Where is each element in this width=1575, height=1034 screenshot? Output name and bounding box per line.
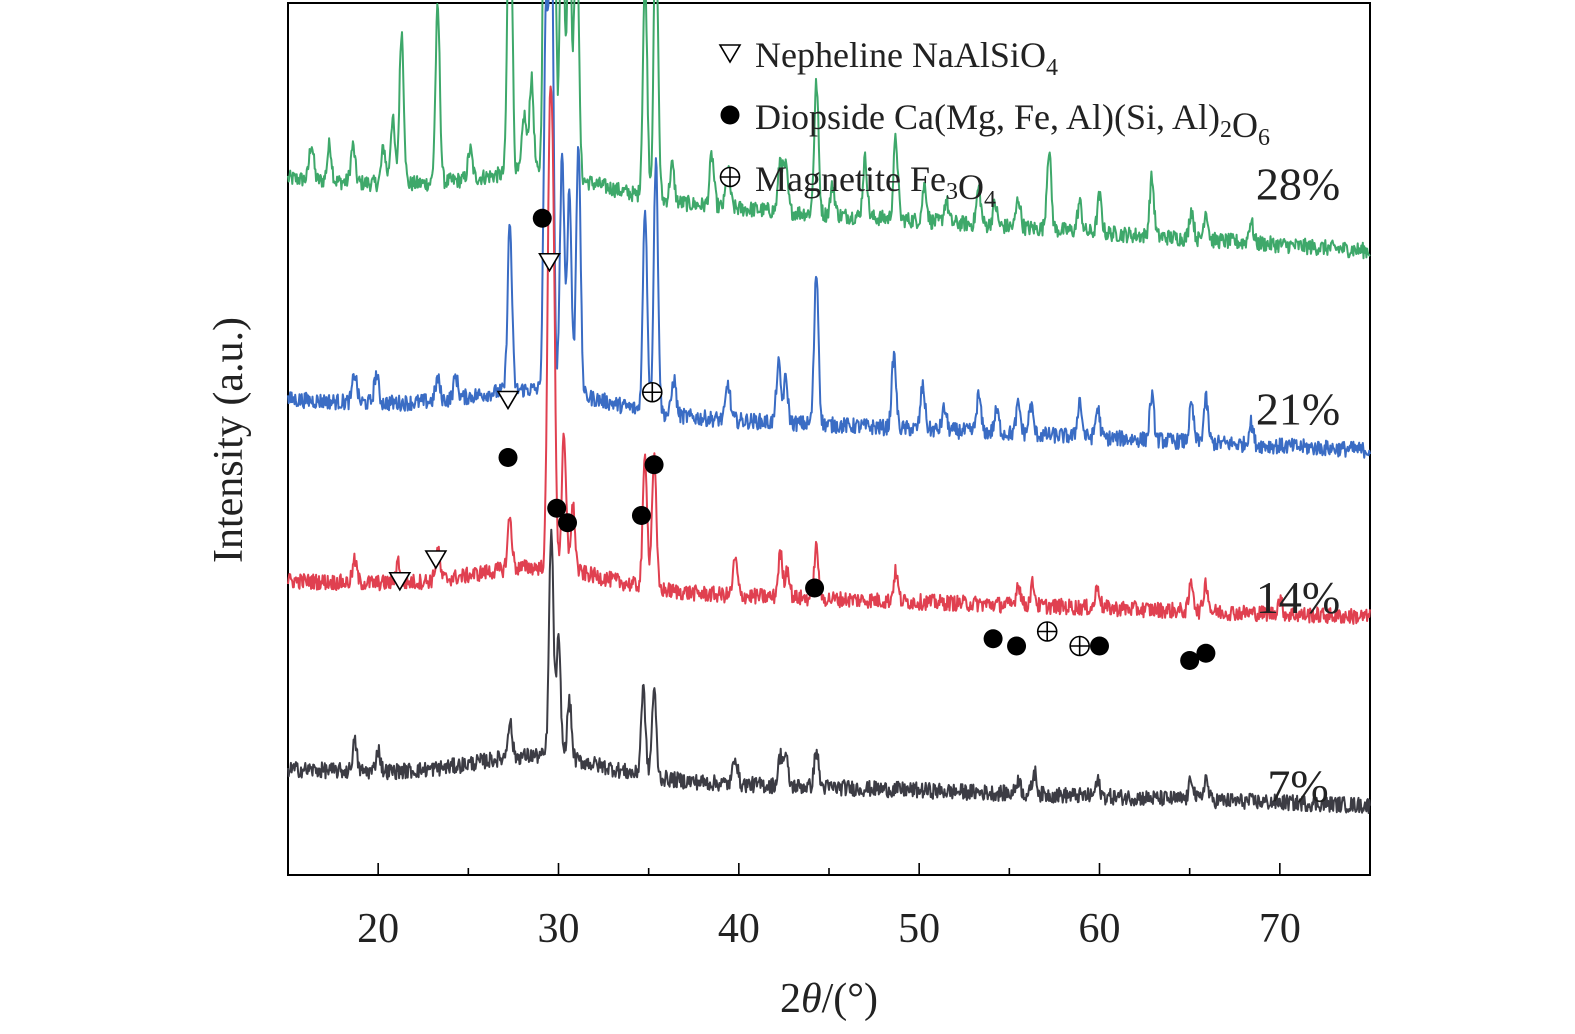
magnetite-marker-11	[641, 381, 663, 403]
series-line-28pct	[287, 0, 1371, 260]
magnetite-marker-16	[1069, 635, 1090, 657]
diopside-marker-12	[805, 578, 825, 598]
x-tick-label-50: 50	[898, 906, 940, 952]
x-axis-label: 2θ/(°)	[780, 976, 878, 1022]
x-tick-label-40: 40	[718, 906, 760, 952]
legend: Nepheline NaAlSiO4 Diopside Ca(Mg, Fe, Al…	[718, 35, 1270, 213]
series-layer	[287, 0, 1371, 814]
nepheline-marker-2	[424, 550, 448, 570]
phase-markers	[388, 208, 1216, 670]
diopside-marker-13	[983, 629, 1003, 649]
diopside-marker-9	[631, 506, 651, 525]
x-axis-label-suffix: /(°)	[822, 976, 878, 1022]
legend-entry-magnetite: Magnetite Fe3O4	[755, 159, 996, 213]
magnetite-marker-legend	[719, 166, 741, 188]
series-label-7pct: 7%	[1267, 760, 1328, 811]
x-axis-label-prefix: 2	[780, 976, 801, 1022]
diopside-marker-18	[1180, 651, 1200, 670]
x-axis-label-symbol: θ	[801, 976, 822, 1022]
diopside-marker-3	[498, 448, 518, 467]
diopside-marker-14	[1007, 636, 1027, 656]
diopside-marker-17	[1090, 636, 1109, 656]
nepheline-marker-1	[388, 571, 412, 592]
series-line-14pct	[287, 85, 1371, 625]
series-label-14pct: 14%	[1256, 572, 1340, 623]
x-tick-label-20: 20	[357, 906, 399, 952]
x-tick-label-60: 60	[1079, 906, 1121, 952]
series-line-7pct	[287, 528, 1371, 814]
diopside-marker-8	[558, 513, 578, 533]
y-axis-label: Intensity (a.u.)	[206, 317, 252, 563]
diopside-marker-10	[644, 455, 664, 475]
diopside-marker-5	[532, 208, 552, 228]
x-axis: 20 30 40 50 60 70	[287, 863, 1371, 952]
legend-entry-nepheline: Nepheline NaAlSiO4	[755, 35, 1058, 81]
series-line-21pct	[287, 0, 1371, 459]
nepheline-marker-legend	[718, 44, 742, 64]
series-label-21pct: 21%	[1256, 383, 1340, 434]
diopside-marker-7	[547, 498, 567, 518]
diopside-marker-19	[1196, 643, 1216, 663]
diopside-marker-legend	[720, 105, 740, 125]
magnetite-marker-15	[1036, 621, 1058, 642]
legend-entry-diopside: Diopside Ca(Mg, Fe, Al)(Si, Al)2O6	[755, 97, 1270, 151]
x-tick-label-30: 30	[538, 906, 580, 952]
nepheline-marker-6	[538, 252, 561, 273]
series-labels: 28% 21% 14% 7%	[1256, 159, 1340, 812]
series-label-28pct: 28%	[1256, 159, 1340, 210]
nepheline-marker-4	[496, 390, 520, 411]
x-tick-label-70: 70	[1259, 906, 1301, 952]
